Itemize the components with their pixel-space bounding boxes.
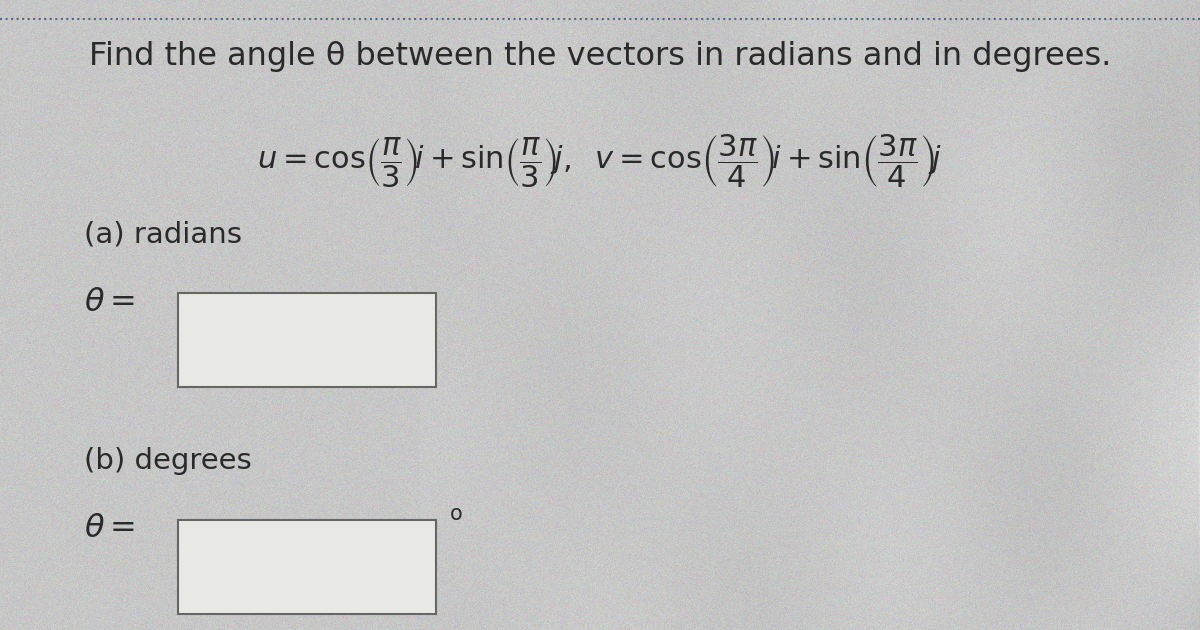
Text: $\theta =$: $\theta =$ <box>84 513 136 544</box>
FancyBboxPatch shape <box>178 520 436 614</box>
Text: (a) radians: (a) radians <box>84 220 242 248</box>
Text: o: o <box>450 504 463 524</box>
FancyBboxPatch shape <box>178 293 436 387</box>
Text: (b) degrees: (b) degrees <box>84 447 252 475</box>
Text: $u = \cos\!\left(\dfrac{\pi}{3}\right)\!i + \sin\!\left(\dfrac{\pi}{3}\right)\!j: $u = \cos\!\left(\dfrac{\pi}{3}\right)\!… <box>258 132 942 190</box>
Text: $\theta =$: $\theta =$ <box>84 287 136 318</box>
Text: Find the angle θ between the vectors in radians and in degrees.: Find the angle θ between the vectors in … <box>89 41 1111 72</box>
